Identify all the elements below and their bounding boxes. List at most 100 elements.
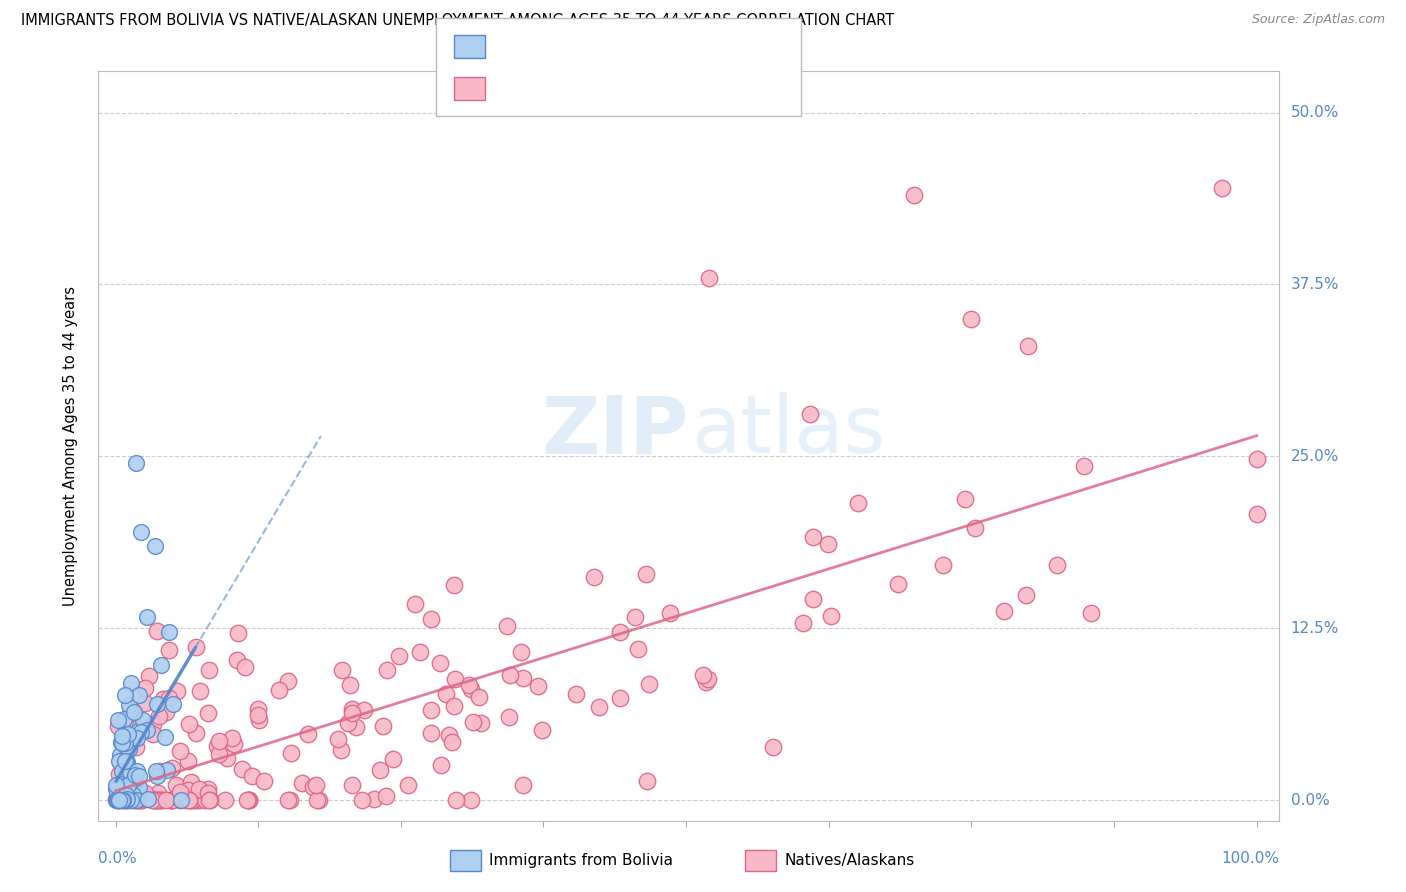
- Point: [111, 793, 134, 807]
- Point: [627, 642, 650, 657]
- Point: [1246, 508, 1268, 522]
- Point: [609, 691, 631, 706]
- Text: 191: 191: [644, 81, 675, 95]
- Point: [184, 726, 207, 740]
- Point: [160, 793, 183, 807]
- Y-axis label: Unemployment Among Ages 35 to 44 years: Unemployment Among Ages 35 to 44 years: [63, 286, 77, 606]
- Point: [111, 793, 134, 807]
- Point: [695, 675, 717, 690]
- Point: [122, 772, 145, 786]
- Point: [115, 793, 138, 807]
- Point: [107, 793, 129, 807]
- Point: [107, 714, 129, 728]
- Point: [231, 762, 253, 776]
- Point: [762, 739, 785, 754]
- Point: [177, 793, 200, 807]
- Point: [117, 767, 139, 781]
- Point: [115, 788, 138, 802]
- Point: [125, 793, 148, 807]
- Point: [169, 785, 191, 799]
- Point: [342, 778, 364, 792]
- Point: [105, 793, 128, 807]
- Point: [108, 747, 131, 762]
- Point: [903, 188, 925, 202]
- Point: [238, 793, 260, 807]
- Point: [141, 793, 163, 807]
- Point: [124, 740, 146, 755]
- Point: [107, 719, 129, 733]
- Point: [160, 793, 183, 807]
- Point: [277, 793, 299, 807]
- Point: [194, 793, 217, 807]
- Point: [224, 737, 246, 751]
- Text: ZIP: ZIP: [541, 392, 689, 470]
- Point: [198, 793, 221, 807]
- Point: [145, 793, 167, 807]
- Point: [124, 705, 146, 719]
- Point: [205, 739, 228, 754]
- Point: [278, 793, 301, 807]
- Point: [565, 686, 588, 700]
- Point: [104, 793, 127, 807]
- Point: [368, 763, 391, 777]
- Point: [111, 764, 134, 778]
- Point: [817, 536, 839, 550]
- Point: [142, 726, 165, 740]
- Point: [128, 780, 150, 795]
- Point: [112, 793, 135, 807]
- Point: [960, 311, 983, 326]
- Point: [512, 778, 534, 792]
- Point: [125, 456, 148, 470]
- Point: [149, 793, 172, 807]
- Point: [145, 697, 167, 711]
- Point: [460, 793, 482, 807]
- Point: [155, 793, 177, 807]
- Point: [105, 793, 128, 807]
- Point: [965, 521, 987, 535]
- Text: 0.0%: 0.0%: [98, 851, 138, 866]
- Point: [110, 735, 132, 749]
- Point: [134, 696, 156, 710]
- Point: [240, 769, 263, 783]
- Point: [1211, 181, 1233, 195]
- Text: IMMIGRANTS FROM BOLIVIA VS NATIVE/ALASKAN UNEMPLOYMENT AMONG AGES 35 TO 44 YEARS: IMMIGRANTS FROM BOLIVIA VS NATIVE/ALASKA…: [21, 13, 894, 29]
- Point: [429, 657, 451, 671]
- Point: [846, 496, 869, 510]
- Point: [801, 530, 824, 544]
- Point: [124, 774, 146, 789]
- Point: [155, 705, 177, 719]
- Point: [148, 793, 170, 807]
- Point: [157, 643, 180, 657]
- Point: [115, 793, 138, 807]
- Point: [636, 567, 658, 582]
- Point: [120, 702, 142, 716]
- Point: [110, 793, 132, 807]
- Point: [344, 720, 367, 734]
- Point: [115, 792, 138, 806]
- Point: [226, 653, 249, 667]
- Point: [659, 606, 682, 620]
- Point: [184, 793, 207, 807]
- Point: [582, 570, 605, 584]
- Point: [107, 793, 129, 807]
- Point: [114, 736, 136, 750]
- Text: 12.5%: 12.5%: [1291, 621, 1339, 636]
- Point: [820, 609, 842, 624]
- Point: [388, 648, 411, 663]
- Point: [228, 626, 250, 640]
- Text: N =: N =: [605, 81, 638, 95]
- Point: [110, 793, 132, 807]
- Point: [636, 774, 658, 789]
- Point: [253, 774, 276, 789]
- Point: [114, 688, 136, 702]
- Point: [117, 778, 139, 792]
- Text: 0.543: 0.543: [531, 39, 579, 54]
- Point: [108, 793, 131, 807]
- Point: [111, 793, 134, 807]
- Point: [129, 524, 152, 539]
- Point: [114, 793, 136, 807]
- Point: [108, 766, 131, 780]
- Point: [692, 668, 714, 682]
- Point: [152, 793, 174, 807]
- Point: [114, 746, 136, 760]
